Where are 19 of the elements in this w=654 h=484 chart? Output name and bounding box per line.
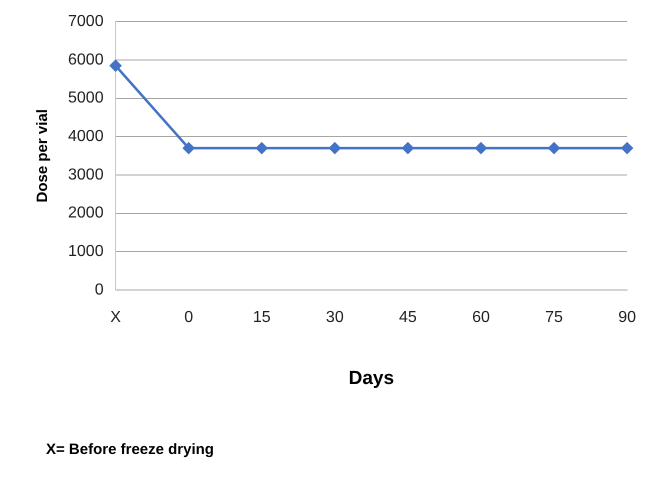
x-tick-label: 60	[472, 309, 490, 326]
y-tick-label: 7000	[68, 13, 104, 30]
y-tick-label: 0	[94, 281, 104, 298]
x-tick-label: 15	[252, 309, 271, 326]
y-axis-title: Dose per vial	[34, 109, 52, 202]
x-tick-label: X	[110, 309, 122, 326]
x-axis-title: Days	[348, 368, 394, 389]
text: X= Before freeze drying	[46, 441, 214, 458]
y-tick-label: 1000	[68, 243, 104, 260]
x-tick-label: 45	[398, 309, 417, 326]
y-tick-label: 4000	[68, 128, 104, 146]
y-tick-label: 6000	[68, 51, 104, 68]
y-tick-label: 3000	[68, 166, 104, 184]
y-tick-label: 5000	[68, 90, 104, 107]
x-tick-label: 75	[545, 309, 564, 326]
x-tick-label: 90	[618, 309, 636, 326]
x-tick-label: 0	[184, 309, 194, 326]
x-tick-label: 30	[326, 309, 344, 326]
y-tick-label: 2000	[68, 204, 104, 222]
